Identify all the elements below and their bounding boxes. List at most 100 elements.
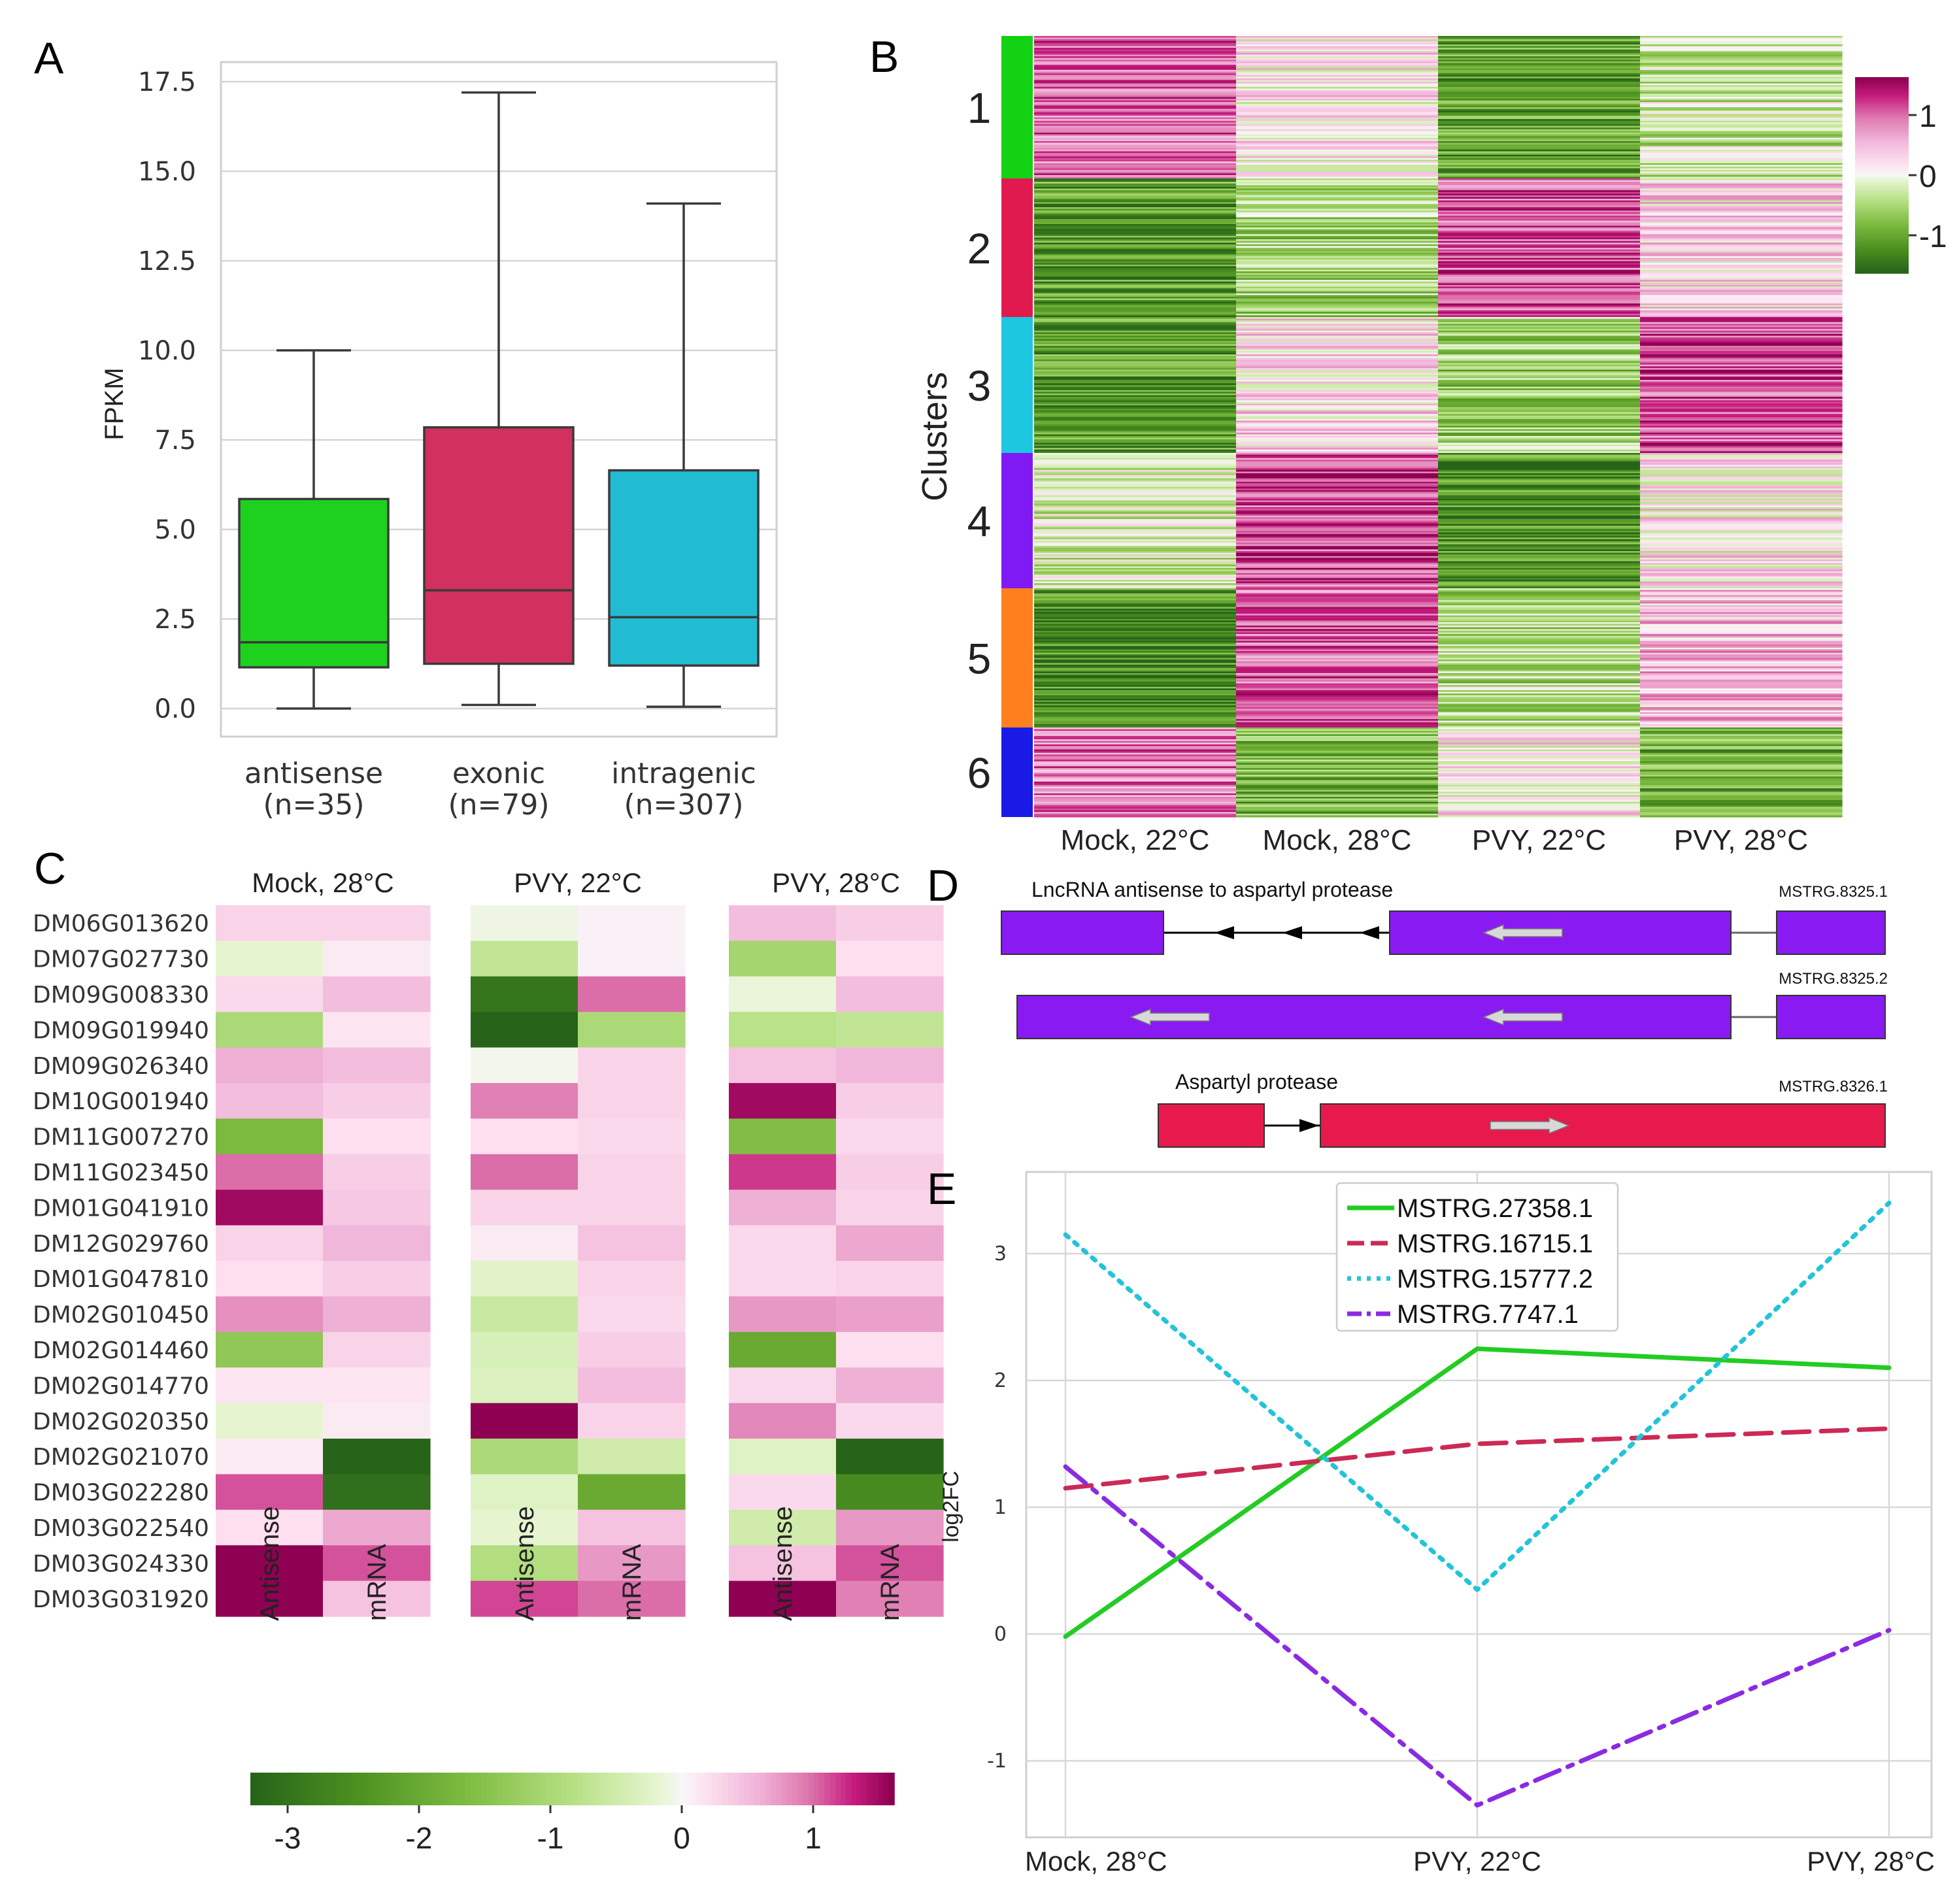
heat-row	[1640, 475, 1843, 477]
heat-row	[1034, 741, 1237, 743]
heat-cell	[216, 1261, 324, 1297]
heat-row	[1640, 610, 1843, 612]
heat-row	[1640, 146, 1843, 148]
colorbar-step	[1855, 167, 1909, 171]
heat-row	[1236, 813, 1439, 816]
heat-row	[1438, 280, 1641, 282]
colorbar-step	[1855, 148, 1909, 152]
heat-row	[1236, 115, 1439, 118]
heat-row	[1438, 307, 1641, 309]
heat-row	[1640, 549, 1843, 552]
colorbar-label: 0	[1919, 159, 1937, 194]
heat-row	[1034, 290, 1237, 292]
colorbar-step	[282, 1773, 289, 1805]
heat-row	[1438, 327, 1641, 329]
heat-row	[1236, 122, 1439, 125]
colorbar-step	[722, 1773, 729, 1805]
heat-row	[1640, 466, 1843, 469]
heat-row	[1438, 151, 1641, 154]
heat-row	[1236, 735, 1439, 739]
heat-row	[1640, 571, 1843, 574]
heat-row	[1236, 703, 1439, 706]
heat-row	[1236, 75, 1439, 77]
heat-row	[1236, 102, 1439, 105]
heat-row	[1034, 630, 1237, 633]
heat-row	[1236, 351, 1439, 354]
heat-row	[1438, 693, 1641, 696]
heat-row	[1640, 317, 1843, 320]
heat-row	[1438, 702, 1641, 705]
heat-row	[1034, 148, 1237, 150]
heat-row	[1640, 595, 1843, 597]
heat-row	[1034, 556, 1237, 558]
heat-row	[1034, 698, 1237, 701]
heat-row	[1640, 436, 1843, 439]
heat-cell	[578, 976, 686, 1012]
heat-row	[1438, 622, 1641, 625]
heat-cell	[471, 1225, 578, 1261]
heat-row	[1438, 498, 1641, 501]
heat-row	[1236, 92, 1439, 94]
heat-cell	[836, 1190, 944, 1226]
heat-row	[1438, 726, 1641, 728]
colorbar-step	[615, 1773, 622, 1805]
gene-label: DM09G019940	[33, 1017, 209, 1044]
heat-cell	[323, 1545, 431, 1582]
heat-cell	[729, 1012, 837, 1048]
colorbar-step	[448, 1773, 455, 1805]
heat-row	[1640, 561, 1843, 563]
panel-e-legend: MSTRG.27358.1MSTRG.16715.1MSTRG.15777.2M…	[1335, 1182, 1619, 1332]
heat-row	[1640, 590, 1843, 592]
heat-row	[1236, 781, 1439, 784]
heat-row	[1438, 509, 1641, 511]
heat-row	[1438, 42, 1641, 45]
heat-row	[1236, 702, 1439, 705]
heat-row	[1438, 583, 1641, 586]
heat-row	[1438, 575, 1641, 577]
heat-row	[1640, 778, 1843, 780]
heat-row	[1034, 229, 1237, 231]
heat-cell	[471, 1439, 578, 1475]
colorbar-step	[293, 1773, 299, 1805]
cluster-color-5	[1001, 588, 1033, 727]
heat-row	[1236, 476, 1439, 479]
heat-row	[1640, 88, 1843, 91]
heat-row	[1236, 720, 1439, 723]
heat-row	[1640, 52, 1843, 56]
colorbar-step	[1855, 229, 1909, 233]
heat-row	[1236, 658, 1439, 660]
gene-label: DM02G020350	[33, 1409, 209, 1435]
heat-row	[1438, 125, 1641, 128]
heat-row	[1640, 344, 1843, 346]
heat-row	[1034, 390, 1237, 392]
heat-row	[1236, 663, 1439, 665]
heat-row	[1034, 256, 1237, 259]
heat-row	[1438, 758, 1641, 760]
heat-row	[1034, 468, 1237, 471]
heat-row	[1640, 361, 1843, 363]
track-1-exon-3	[1776, 910, 1886, 955]
heat-row	[1034, 598, 1237, 601]
heat-row	[1438, 119, 1641, 122]
heat-row	[1640, 700, 1843, 703]
heat-row	[1034, 275, 1237, 277]
heat-row	[1640, 356, 1843, 358]
heat-row	[1236, 609, 1439, 611]
track-3-strand-arrow	[1490, 1116, 1571, 1135]
heat-row	[1438, 403, 1641, 406]
heat-row	[1640, 258, 1843, 260]
heat-cell	[836, 1047, 944, 1084]
heat-row	[1438, 581, 1641, 584]
heat-row	[1438, 393, 1641, 396]
heat-row	[1438, 656, 1641, 658]
heat-row	[1236, 205, 1439, 208]
colorbar-step	[733, 1773, 739, 1805]
heat-row	[1034, 668, 1237, 671]
heat-row	[1438, 627, 1641, 629]
heat-row	[1640, 271, 1843, 274]
heat-row	[1034, 307, 1237, 309]
heat-row	[1034, 627, 1237, 629]
heat-row	[1640, 275, 1843, 277]
box-antisense	[238, 349, 390, 710]
